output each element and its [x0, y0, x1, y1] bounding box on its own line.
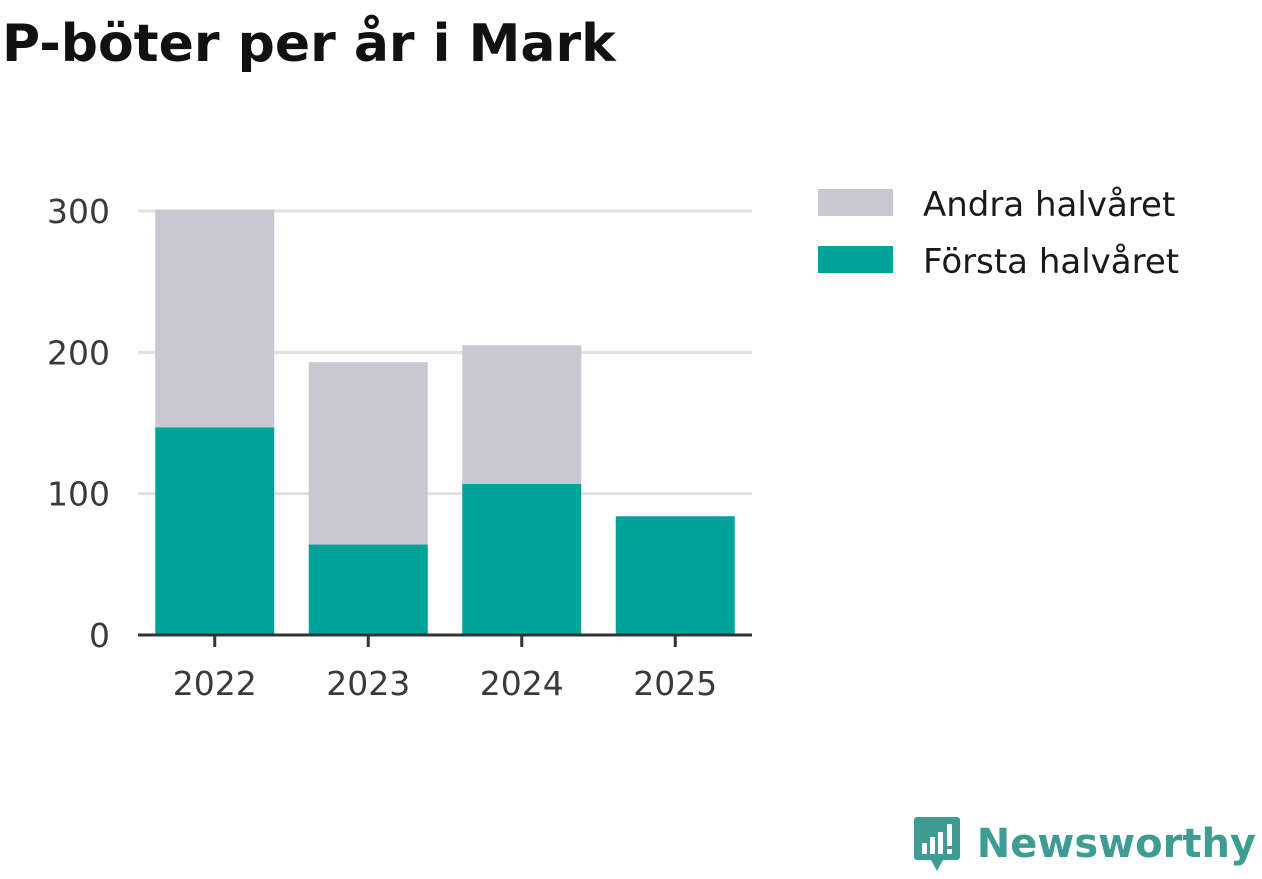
- y-tick-label: 100: [47, 475, 110, 514]
- y-tick-label: 200: [47, 333, 110, 372]
- bar-2022-series-0: [155, 427, 275, 635]
- bar-2022-series-1: [155, 209, 275, 428]
- brand-logo: Newsworthy: [913, 815, 1256, 873]
- legend-label: Första halvåret: [923, 242, 1179, 282]
- bar-2024-series-0: [462, 483, 582, 635]
- page-title: P-böter per år i Mark: [2, 14, 616, 74]
- bars: [155, 209, 735, 635]
- x-tick-label: 2023: [326, 664, 410, 703]
- legend-label: Andra halvåret: [923, 185, 1175, 225]
- newsworthy-logo-icon: [913, 817, 960, 871]
- bar-2025-series-0: [615, 516, 735, 635]
- legend-swatch: [818, 246, 893, 273]
- bar-2024-series-1: [462, 345, 582, 484]
- axes: 0 100 200 300 2022 2023 2024 2025: [47, 192, 752, 703]
- y-tick-label: 0: [89, 616, 110, 655]
- x-tick-label: 2024: [480, 664, 564, 703]
- y-tick-label: 300: [47, 192, 110, 231]
- bar-2023-series-1: [308, 362, 428, 545]
- legend-swatch: [818, 189, 893, 216]
- brand-name: Newsworthy: [976, 821, 1256, 867]
- bar-2023-series-0: [308, 544, 428, 635]
- legend: Andra halvåret Första halvåret: [818, 185, 1179, 282]
- x-tick-label: 2025: [633, 664, 717, 703]
- x-tick-label: 2022: [173, 664, 257, 703]
